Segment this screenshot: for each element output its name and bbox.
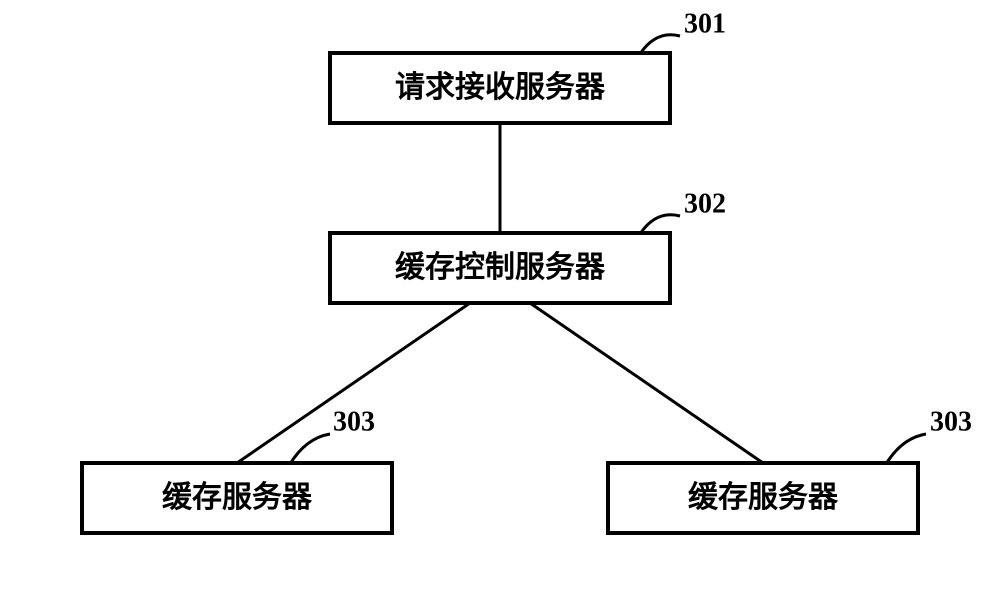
node-ref-label: 303 (333, 406, 375, 437)
node-label: 缓存服务器 (688, 481, 839, 514)
node-ref-label: 301 (684, 8, 726, 39)
node-label: 缓存服务器 (162, 481, 313, 514)
node-label: 请求接收服务器 (395, 71, 606, 104)
node-ref-label: 302 (684, 188, 726, 219)
node-ref-label: 303 (930, 406, 972, 437)
node-label: 缓存控制服务器 (395, 251, 606, 284)
